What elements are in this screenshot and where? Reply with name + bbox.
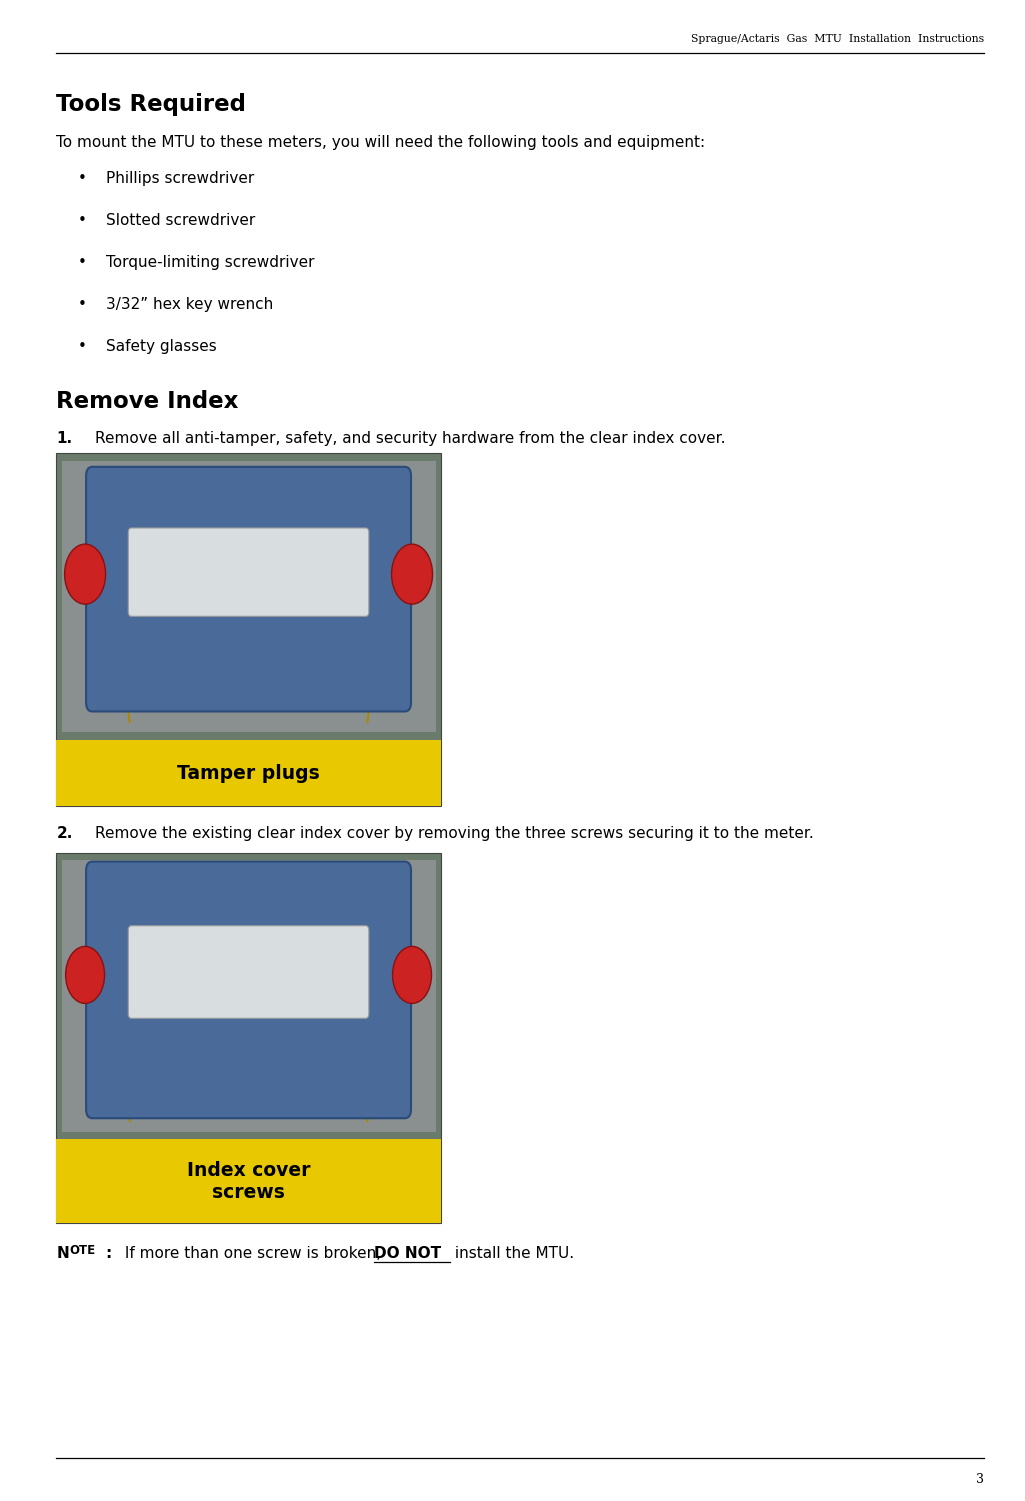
Text: •: • — [78, 297, 86, 312]
FancyBboxPatch shape — [62, 461, 436, 732]
Text: 2.: 2. — [56, 826, 73, 841]
FancyBboxPatch shape — [56, 740, 441, 806]
Text: 3/32” hex key wrench: 3/32” hex key wrench — [106, 297, 273, 312]
Text: Sprague/Actaris  Gas  MTU  Installation  Instructions: Sprague/Actaris Gas MTU Installation Ins… — [691, 35, 984, 44]
Text: •: • — [78, 255, 86, 270]
FancyBboxPatch shape — [62, 860, 436, 1132]
Text: Remove the existing clear index cover by removing the three screws securing it t: Remove the existing clear index cover by… — [95, 826, 814, 841]
FancyBboxPatch shape — [128, 926, 369, 1018]
Text: Tamper plugs: Tamper plugs — [177, 764, 320, 782]
Text: 1.: 1. — [56, 431, 73, 446]
Circle shape — [66, 947, 105, 1003]
Circle shape — [393, 947, 432, 1003]
Text: 3: 3 — [976, 1472, 984, 1486]
FancyBboxPatch shape — [56, 853, 441, 1223]
Text: Remove all anti-tamper, safety, and security hardware from the clear index cover: Remove all anti-tamper, safety, and secu… — [95, 431, 726, 446]
Text: Index cover
screws: Index cover screws — [187, 1160, 311, 1202]
Text: Safety glasses: Safety glasses — [106, 339, 216, 354]
FancyBboxPatch shape — [128, 528, 369, 617]
Text: Torque-limiting screwdriver: Torque-limiting screwdriver — [106, 255, 314, 270]
Text: If more than one screw is broken,: If more than one screw is broken, — [120, 1246, 386, 1261]
Circle shape — [392, 545, 433, 603]
FancyBboxPatch shape — [56, 1139, 441, 1223]
FancyBboxPatch shape — [56, 453, 441, 806]
Text: install the MTU.: install the MTU. — [450, 1246, 574, 1261]
Circle shape — [65, 545, 106, 603]
Text: •: • — [78, 213, 86, 228]
Text: :: : — [106, 1246, 112, 1261]
Text: OTE: OTE — [70, 1244, 95, 1258]
Text: Discard the screws and the cover.: Discard the screws and the cover. — [95, 865, 356, 880]
Text: Phillips screwdriver: Phillips screwdriver — [106, 171, 254, 186]
Text: DO NOT: DO NOT — [374, 1246, 441, 1261]
FancyBboxPatch shape — [86, 862, 411, 1118]
Text: To mount the MTU to these meters, you will need the following tools and equipmen: To mount the MTU to these meters, you wi… — [56, 135, 705, 150]
Text: Remove Index: Remove Index — [56, 390, 239, 413]
Text: Tools Required: Tools Required — [56, 93, 246, 116]
Text: N: N — [56, 1246, 69, 1261]
Text: •: • — [78, 171, 86, 186]
Text: •: • — [78, 339, 86, 354]
FancyBboxPatch shape — [86, 467, 411, 711]
Text: Slotted screwdriver: Slotted screwdriver — [106, 213, 255, 228]
